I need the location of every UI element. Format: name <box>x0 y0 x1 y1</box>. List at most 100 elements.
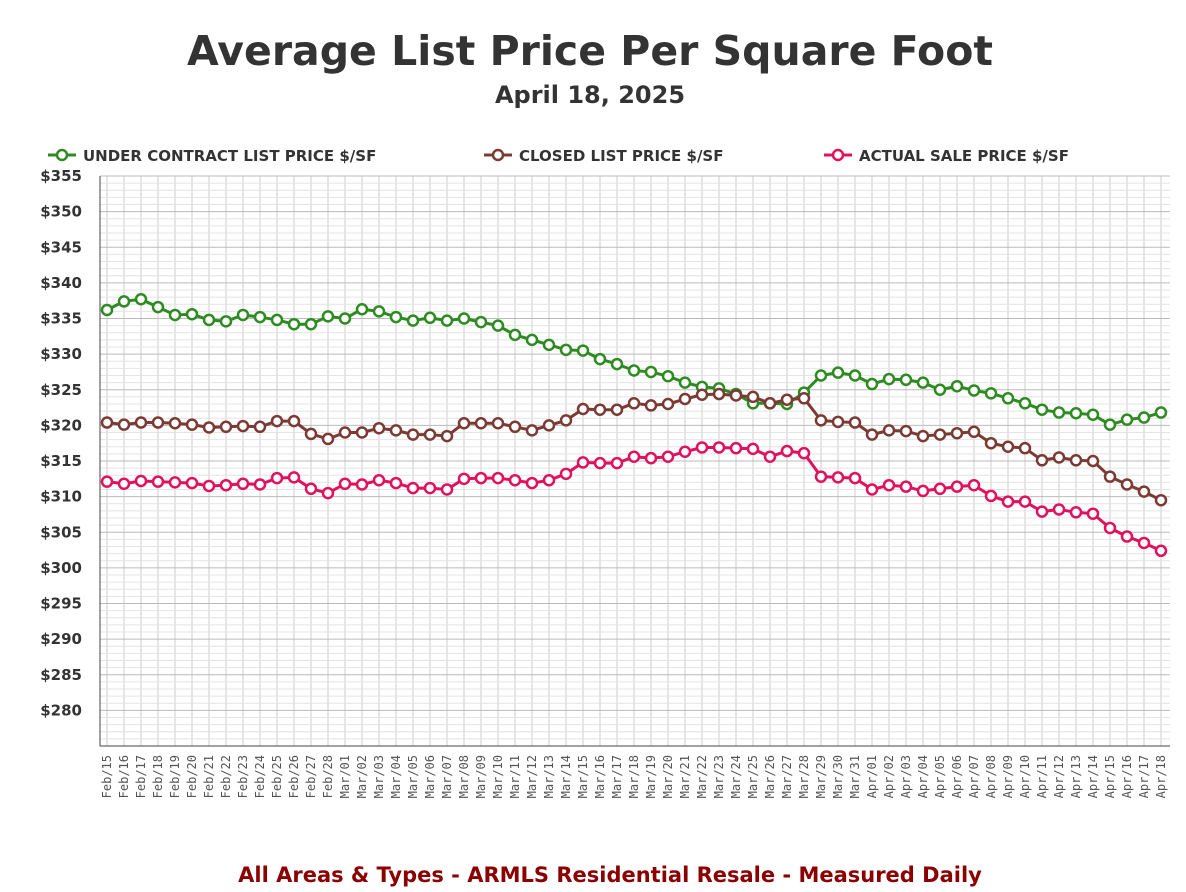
data-point <box>848 471 862 485</box>
x-tick-label: Mar/15 <box>576 755 590 798</box>
data-point <box>202 313 216 327</box>
x-tick-label: Feb/28 <box>321 755 335 798</box>
data-point <box>389 476 403 490</box>
data-point <box>984 387 998 400</box>
series-2 <box>100 441 1168 558</box>
x-tick-label: Mar/14 <box>559 755 573 798</box>
data-point <box>967 384 981 397</box>
data-point <box>1001 392 1015 405</box>
series-1 <box>100 387 1168 507</box>
data-point <box>780 393 794 406</box>
x-tick-label: Apr/12 <box>1052 755 1066 798</box>
x-tick-label: Feb/18 <box>151 755 165 798</box>
data-point <box>831 415 845 429</box>
x-tick-label: Mar/02 <box>355 755 369 798</box>
x-tick-label: Mar/31 <box>848 755 862 798</box>
data-point <box>661 369 675 383</box>
data-point <box>1137 411 1151 424</box>
data-point <box>474 471 488 485</box>
data-point <box>950 480 964 493</box>
data-point <box>423 428 437 441</box>
x-tick-label: Mar/05 <box>406 755 420 798</box>
x-tick-label: Mar/09 <box>474 755 488 798</box>
data-point <box>1035 505 1049 518</box>
y-tick-label: $340 <box>40 274 82 292</box>
data-point <box>525 476 539 490</box>
x-tick-label: Feb/26 <box>287 755 301 798</box>
data-point <box>1018 441 1032 455</box>
data-point <box>321 432 335 446</box>
data-point <box>338 426 352 439</box>
legend-label: ACTUAL SALE PRICE $/SF <box>859 147 1069 165</box>
data-point <box>967 478 981 492</box>
data-point <box>1001 495 1015 508</box>
data-point <box>1052 406 1066 419</box>
data-point <box>627 397 641 410</box>
x-tick-label: Mar/19 <box>644 755 658 798</box>
data-point <box>389 424 403 437</box>
data-point <box>661 450 675 463</box>
data-point <box>1103 470 1117 483</box>
data-point <box>287 317 301 331</box>
data-point <box>1154 544 1168 558</box>
data-point <box>627 364 641 377</box>
data-point <box>967 425 981 439</box>
x-tick-label: Feb/15 <box>100 755 114 798</box>
x-tick-label: Mar/28 <box>797 755 811 798</box>
data-point <box>712 441 726 454</box>
data-point <box>491 471 505 485</box>
data-point <box>253 310 267 324</box>
x-tick-label: Apr/07 <box>967 755 981 798</box>
x-tick-label: Mar/27 <box>780 755 794 798</box>
data-point <box>542 473 556 487</box>
data-point <box>304 482 318 496</box>
data-point <box>712 387 726 401</box>
x-tick-label: Mar/20 <box>661 755 675 798</box>
data-point <box>916 376 930 389</box>
x-tick-label: Mar/22 <box>695 755 709 798</box>
data-point <box>559 467 573 481</box>
data-point <box>797 446 811 460</box>
y-tick-label: $325 <box>40 381 82 399</box>
data-point <box>406 314 420 327</box>
data-point <box>814 470 828 483</box>
data-point <box>933 383 947 396</box>
data-point <box>576 456 590 469</box>
data-point <box>542 338 556 352</box>
data-point <box>763 450 777 463</box>
data-point <box>644 451 658 465</box>
y-tick-label: $310 <box>40 488 82 506</box>
data-point <box>151 300 165 314</box>
y-tick-label: $315 <box>40 452 82 470</box>
data-point <box>695 441 709 454</box>
x-tick-label: Apr/04 <box>916 755 930 798</box>
x-tick-label: Mar/26 <box>763 755 777 798</box>
data-point <box>525 424 539 437</box>
data-point <box>882 372 896 386</box>
data-point <box>1154 406 1168 419</box>
data-point <box>695 388 709 401</box>
data-point <box>950 379 964 393</box>
data-point <box>1001 440 1015 453</box>
data-point <box>202 421 216 434</box>
data-point <box>1069 506 1083 519</box>
y-axis: $355 $350 $345 $340 $335 $330 $325 $320 $315 $310… <box>40 167 82 719</box>
x-tick-label: Mar/06 <box>423 755 437 798</box>
data-point <box>1052 503 1066 516</box>
x-tick-label: Feb/27 <box>304 755 318 798</box>
y-tick-label: $300 <box>40 559 82 577</box>
data-point <box>304 317 318 331</box>
x-tick-label: Apr/16 <box>1120 755 1134 798</box>
data-point <box>117 418 131 431</box>
legend-marker <box>491 148 505 162</box>
data-point <box>117 477 131 491</box>
data-point <box>848 416 862 429</box>
x-tick-label: Apr/02 <box>882 755 896 798</box>
y-tick-label: $305 <box>40 523 82 541</box>
data-point <box>355 426 369 439</box>
data-point <box>389 310 403 324</box>
data-point <box>797 392 811 405</box>
x-tick-label: Feb/25 <box>270 755 284 798</box>
data-point <box>457 312 471 325</box>
x-tick-label: Apr/17 <box>1137 755 1151 798</box>
